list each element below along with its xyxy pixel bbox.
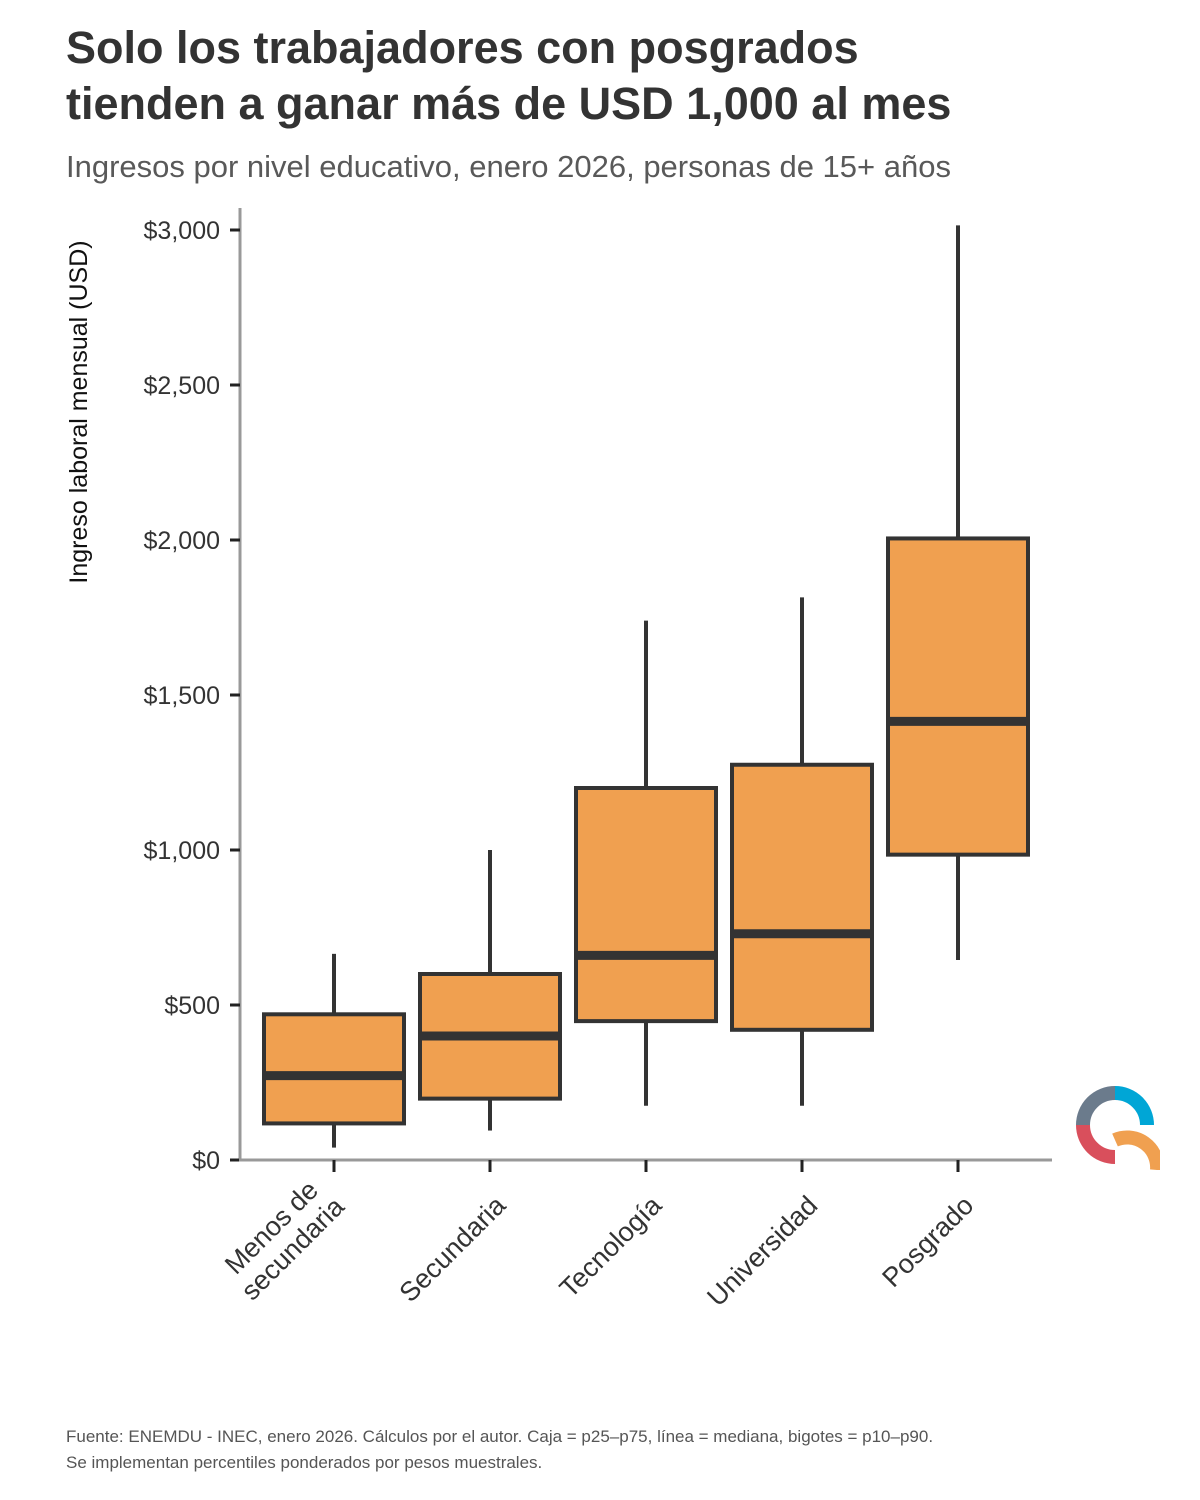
y-axis-label: Ingreso laboral mensual (USD) bbox=[65, 240, 93, 583]
x-tick-label: Tecnología bbox=[554, 1189, 668, 1303]
box-1 bbox=[418, 850, 562, 1131]
chart-title-line-1: Solo los trabajadores con posgrados bbox=[66, 22, 859, 73]
chart-caption: Fuente: ENEMDU - INEC, enero 2026. Cálcu… bbox=[66, 1424, 1176, 1476]
y-axis: $0 $500 $1,000 $1,500 $2,000 $2,500 $3,000 bbox=[144, 208, 242, 1175]
x-tick-label: Posgrado bbox=[876, 1190, 979, 1293]
y-tick-label: $1,000 bbox=[144, 837, 220, 865]
brand-ring-logo-icon bbox=[1076, 1086, 1160, 1170]
y-tick-label: $500 bbox=[164, 992, 220, 1020]
boxplot-chart: $0 $500 $1,000 $1,500 $2,000 $2,500 $3,000 Men… bbox=[65, 208, 1052, 1312]
iqr-box bbox=[886, 536, 1030, 857]
x-tick-label: Secundaria bbox=[394, 1189, 512, 1307]
iqr-box bbox=[262, 1012, 406, 1126]
y-tick-label: $0 bbox=[192, 1147, 220, 1175]
caption-note-line: Se implementan percentiles ponderados po… bbox=[66, 1453, 543, 1472]
y-tick-label: $2,500 bbox=[144, 372, 220, 400]
x-tick-label: Universidad bbox=[701, 1190, 823, 1312]
x-axis: Menos desecundaria Secundaria Tecnología Un… bbox=[214, 1158, 1052, 1312]
iqr-box bbox=[574, 786, 718, 1024]
x-tick-label-line: Secundaria bbox=[394, 1189, 512, 1307]
y-tick-label: $1,500 bbox=[144, 682, 220, 710]
box-4 bbox=[886, 225, 1030, 961]
chart-subtitle: Ingresos por nivel educativo, enero 2026… bbox=[66, 149, 951, 184]
box-3 bbox=[730, 597, 874, 1106]
caption-source-line: Fuente: ENEMDU - INEC, enero 2026. Cálcu… bbox=[66, 1427, 934, 1446]
x-tick-label: Menos desecundaria bbox=[214, 1169, 351, 1306]
box-2 bbox=[574, 620, 718, 1106]
chart-title-line-2: tienden a ganar más de USD 1,000 al mes bbox=[66, 78, 952, 129]
box-series bbox=[262, 225, 1030, 1148]
x-tick-label-line: Posgrado bbox=[876, 1190, 979, 1293]
y-tick-label: $3,000 bbox=[144, 217, 220, 245]
x-tick-label-line: Universidad bbox=[701, 1190, 823, 1312]
iqr-box bbox=[730, 762, 874, 1032]
box-0 bbox=[262, 953, 406, 1148]
y-tick-label: $2,000 bbox=[144, 527, 220, 555]
x-tick-label-line: Tecnología bbox=[554, 1189, 668, 1303]
chart-title: Solo los trabajadores con posgrados tien… bbox=[66, 20, 1176, 132]
